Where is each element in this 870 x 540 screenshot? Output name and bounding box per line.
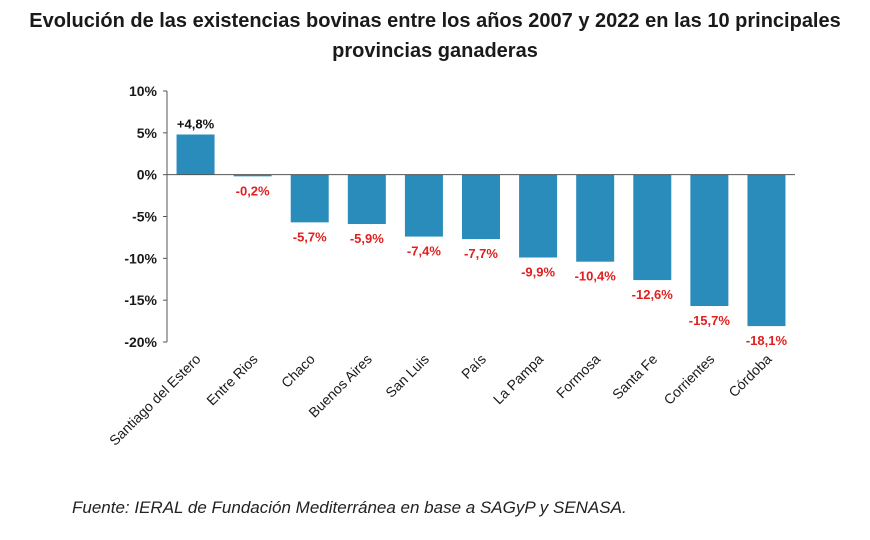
bar (690, 174, 729, 307)
category-label: Santa Fe (609, 351, 661, 403)
category-label: Corrientes (660, 351, 717, 408)
category-label: Entre Rios (203, 351, 261, 409)
bar (519, 174, 558, 258)
bar (576, 174, 615, 262)
bar (462, 174, 500, 240)
y-tick-label: 0% (137, 167, 158, 183)
y-tick-label: -20% (124, 334, 157, 350)
bar (747, 174, 786, 327)
bar (633, 174, 672, 281)
data-label: -9,9% (521, 264, 555, 279)
y-tick-label: 5% (137, 125, 158, 141)
category-label: San Luis (382, 351, 432, 401)
data-label: -7,4% (407, 244, 441, 259)
bar (176, 134, 215, 175)
source-note: Fuente: IERAL de Fundación Mediterránea … (72, 498, 627, 517)
data-label: -5,9% (350, 231, 384, 246)
data-label: -10,4% (575, 269, 617, 284)
category-label: Formosa (553, 351, 604, 402)
chart-title: Evolución de las existencias bovinas ent… (0, 6, 870, 66)
data-label: -12,6% (632, 287, 674, 302)
chart-title-line-1: Evolución de las existencias bovinas ent… (29, 10, 841, 32)
bar (347, 174, 386, 225)
bar (290, 174, 329, 223)
chart-title-line-2: provincias ganaderas (332, 40, 538, 62)
y-tick-label: -5% (132, 209, 157, 225)
category-label: Santiago del Estero (106, 351, 204, 449)
data-label: -5,7% (293, 229, 327, 244)
data-label: -15,7% (689, 313, 731, 328)
bar (233, 174, 272, 177)
y-tick-label: -10% (124, 250, 157, 266)
category-label: País (458, 351, 489, 382)
bar (404, 174, 443, 237)
y-tick-label: -15% (124, 292, 157, 308)
data-label: -18,1% (746, 333, 788, 348)
category-label: Córdoba (725, 351, 774, 400)
data-label: +4,8% (177, 117, 215, 132)
category-label: La Pampa (490, 351, 547, 408)
data-label: -7,7% (464, 246, 498, 261)
data-label: -0,2% (236, 183, 270, 198)
category-label: Chaco (278, 351, 318, 391)
y-tick-label: 10% (129, 83, 158, 99)
